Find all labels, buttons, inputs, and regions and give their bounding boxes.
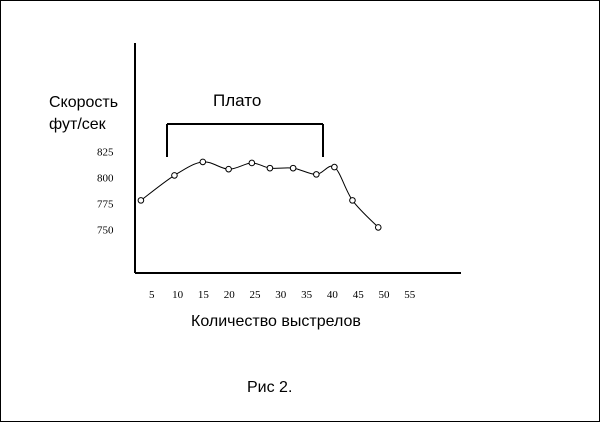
y-tick-labels: 825 800 775 750 <box>97 147 114 237</box>
data-point <box>313 171 320 178</box>
figure-caption: Рис 2. <box>247 379 293 396</box>
x-tick-label: 40 <box>327 289 339 301</box>
y-tick-label: 800 <box>97 173 114 185</box>
series-points <box>137 158 382 231</box>
data-point <box>248 159 256 167</box>
x-tick-label: 10 <box>172 289 184 301</box>
data-point <box>266 164 274 172</box>
data-point <box>374 224 382 231</box>
x-axis-label: Количество выстрелов <box>191 313 361 330</box>
data-point <box>331 163 338 171</box>
y-axis-label-line-2: фут/сек <box>49 116 106 133</box>
x-tick-label: 55 <box>404 289 416 301</box>
y-tick-label: 825 <box>97 147 114 159</box>
y-tick-label: 750 <box>97 225 114 237</box>
data-point <box>137 197 145 204</box>
y-tick-label: 775 <box>97 199 114 211</box>
x-tick-label: 15 <box>198 289 210 301</box>
data-point <box>349 197 356 204</box>
x-tick-label: 45 <box>353 289 365 301</box>
data-point <box>199 158 207 166</box>
x-tick-labels: 5 10 15 20 25 30 35 40 45 50 55 <box>149 289 416 301</box>
series-line <box>140 161 379 228</box>
x-tick-label: 35 <box>301 289 313 301</box>
x-tick-label: 30 <box>275 289 287 301</box>
y-axis-label-line-1: Скорость <box>49 94 119 111</box>
x-tick-label: 50 <box>379 289 391 301</box>
x-tick-label: 20 <box>224 289 236 301</box>
plateau-bracket <box>166 123 324 157</box>
x-tick-label: 5 <box>149 289 155 301</box>
data-point <box>289 164 297 172</box>
x-tick-label: 25 <box>250 289 262 301</box>
data-point <box>171 172 178 179</box>
plateau-label: Плато <box>213 91 262 110</box>
data-point <box>225 165 232 173</box>
